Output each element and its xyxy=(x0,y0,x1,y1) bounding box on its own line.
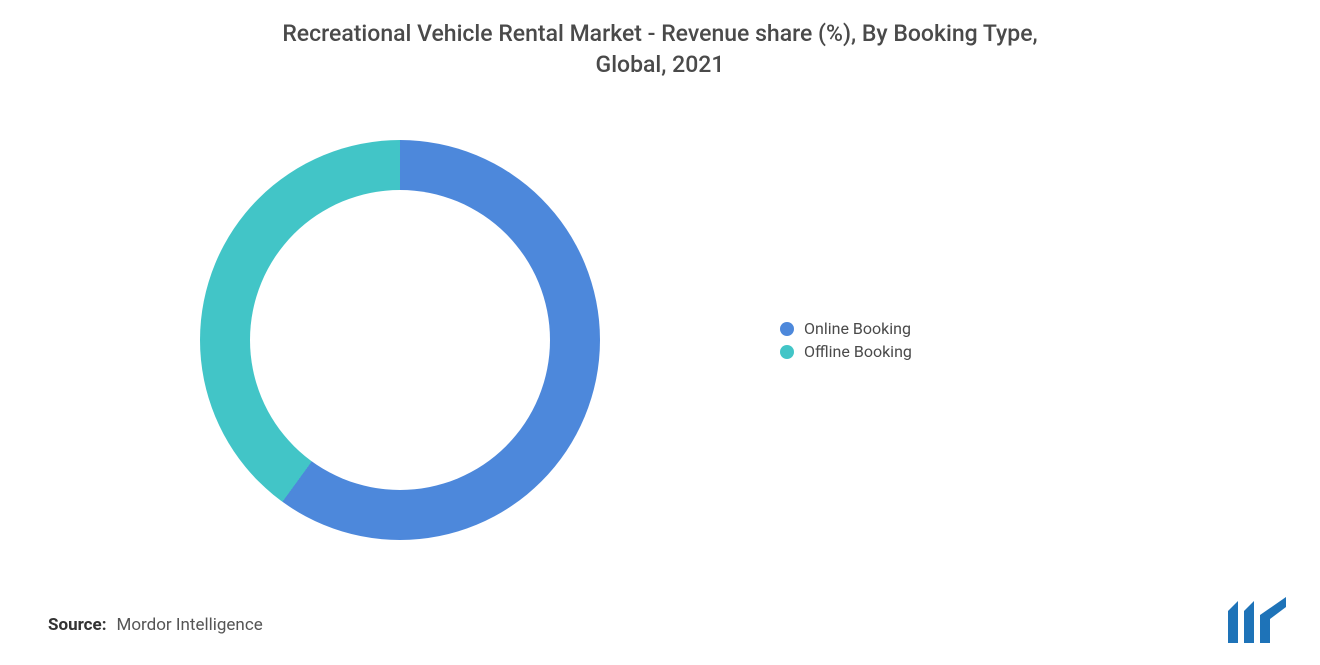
legend-swatch xyxy=(780,345,794,359)
logo-bar-2 xyxy=(1244,601,1254,643)
brand-logo xyxy=(1224,597,1290,643)
chart-title: Recreational Vehicle Rental Market - Rev… xyxy=(0,0,1320,80)
logo-bar-3 xyxy=(1260,597,1286,643)
chart-title-line2: Global, 2021 xyxy=(120,49,1200,80)
source-label: Source: xyxy=(48,615,106,635)
logo-bar-1 xyxy=(1228,601,1238,643)
donut-chart xyxy=(200,140,600,540)
legend-item: Offline Booking xyxy=(780,342,912,361)
legend-item: Online Booking xyxy=(780,319,912,338)
source-footer: Source: Mordor Intelligence xyxy=(48,615,263,635)
legend-swatch xyxy=(780,322,794,336)
legend-label: Online Booking xyxy=(804,319,911,338)
source-value: Mordor Intelligence xyxy=(116,615,262,635)
legend-label: Offline Booking xyxy=(804,342,912,361)
legend: Online Booking Offline Booking xyxy=(780,315,912,365)
donut-container xyxy=(80,140,720,540)
donut-hole xyxy=(250,190,550,490)
chart-title-line1: Recreational Vehicle Rental Market - Rev… xyxy=(120,18,1200,49)
chart-area: Online Booking Offline Booking xyxy=(0,80,1320,570)
